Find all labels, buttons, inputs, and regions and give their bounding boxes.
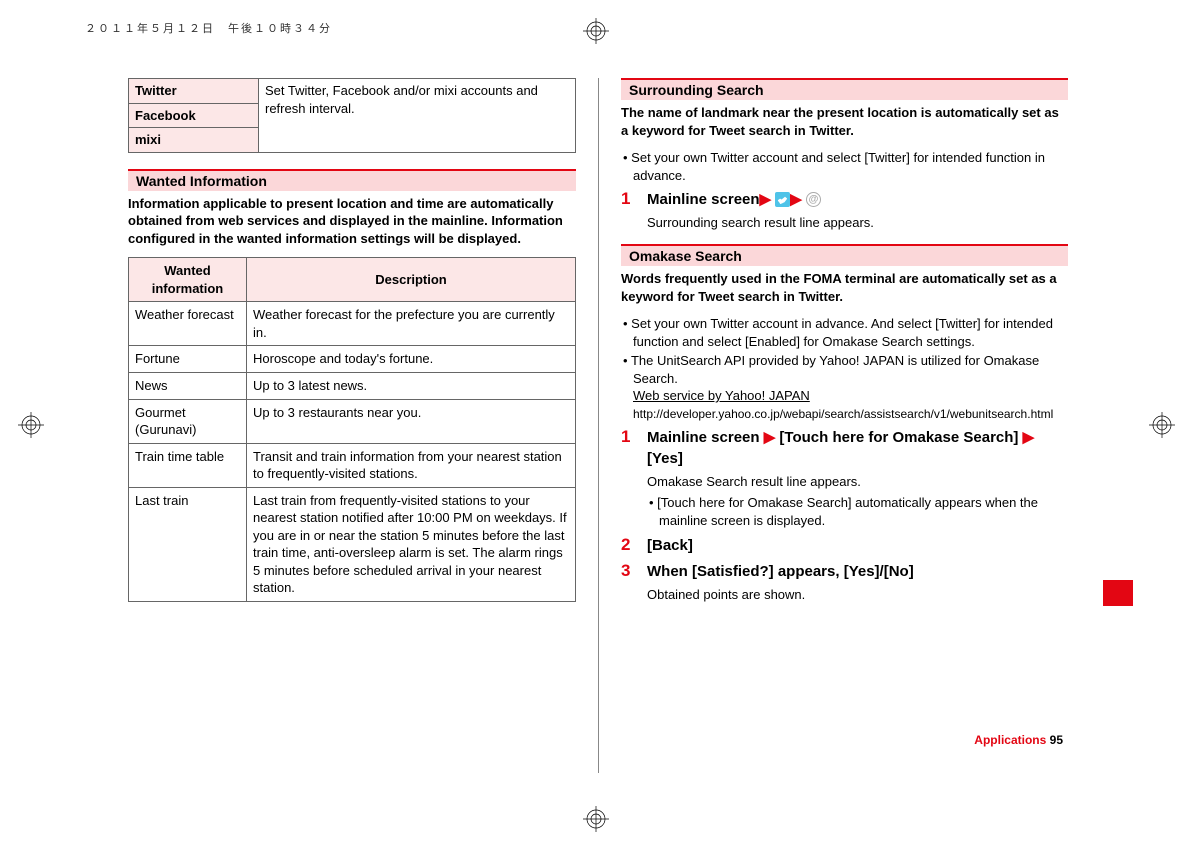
table-cell: Horoscope and today's fortune. xyxy=(247,346,576,373)
registration-mark-icon xyxy=(583,18,609,44)
registration-mark-icon xyxy=(18,412,44,438)
table-cell: Up to 3 restaurants near you. xyxy=(247,399,576,443)
section-title: Wanted Information xyxy=(136,172,267,191)
table-cell: Gourmet (Gurunavi) xyxy=(129,399,247,443)
at-icon: @ xyxy=(806,192,821,207)
step-title-text: Mainline screen xyxy=(647,191,760,208)
step-title: Mainline screen ▶ [Touch here for Omakas… xyxy=(647,428,1068,469)
step-desc: Surrounding search result line appears. xyxy=(647,214,1068,232)
table-cell: News xyxy=(129,373,247,400)
table-header: Description xyxy=(247,258,576,302)
step-title: [Back] xyxy=(647,536,1068,556)
section-title: Surrounding Search xyxy=(629,81,764,100)
footer-section: Applications xyxy=(974,733,1046,747)
wanted-info-table: Wanted information Description Weather f… xyxy=(128,257,576,602)
step-number: 2 xyxy=(621,536,647,555)
header-date: ２０１１年５月１２日 午後１０時３４分 xyxy=(85,22,332,37)
left-column: Twitter Set Twitter, Facebook and/or mix… xyxy=(128,78,598,773)
table-cell: Train time table xyxy=(129,443,247,487)
triangle-icon: ▶ xyxy=(760,191,772,208)
bullet-inner: The UnitSearch API provided by Yahoo! JA… xyxy=(631,353,1039,386)
step-number: 1 xyxy=(621,190,647,209)
right-column: Surrounding Search The name of landmark … xyxy=(598,78,1088,773)
step-title: Mainline screen▶ ▶ @ xyxy=(647,190,1068,210)
triangle-icon: ▶ xyxy=(1023,429,1035,446)
twitter-icon xyxy=(775,192,790,207)
triangle-icon: ▶ xyxy=(764,429,776,446)
bullet-text: The UnitSearch API provided by Yahoo! JA… xyxy=(621,352,1068,422)
step-1: 1 Mainline screen▶ ▶ @ Surrounding searc… xyxy=(621,190,1068,232)
sns-row-label: Facebook xyxy=(129,103,259,128)
step-number: 1 xyxy=(621,428,647,447)
page-content: Twitter Set Twitter, Facebook and/or mix… xyxy=(128,78,1088,773)
section-header-omakase: Omakase Search xyxy=(621,244,1068,266)
table-cell: Weather forecast for the prefecture you … xyxy=(247,302,576,346)
table-cell: Transit and train information from your … xyxy=(247,443,576,487)
sns-row-label: Twitter xyxy=(129,79,259,104)
table-header: Wanted information xyxy=(129,258,247,302)
sns-row-desc: Set Twitter, Facebook and/or mixi accoun… xyxy=(259,79,576,153)
step-number: 3 xyxy=(621,562,647,581)
step-title-text: Mainline screen xyxy=(647,429,764,446)
triangle-icon: ▶ xyxy=(790,191,802,208)
step-title-text: [Touch here for Omakase Search] xyxy=(775,429,1022,446)
sns-settings-table: Twitter Set Twitter, Facebook and/or mix… xyxy=(128,78,576,153)
table-cell: Last train xyxy=(129,487,247,601)
table-cell: Weather forecast xyxy=(129,302,247,346)
step-desc: Omakase Search result line appears. xyxy=(647,473,1068,491)
section-intro: Words frequently used in the FOMA termin… xyxy=(621,270,1068,305)
sns-row-label: mixi xyxy=(129,128,259,153)
section-intro: Information applicable to present locati… xyxy=(128,195,576,248)
section-intro: The name of landmark near the present lo… xyxy=(621,104,1068,139)
section-title: Omakase Search xyxy=(629,247,742,266)
step-2: 2 [Back] xyxy=(621,536,1068,556)
step-3: 3 When [Satisfied?] appears, [Yes]/[No] … xyxy=(621,562,1068,604)
footer-page-number: 95 xyxy=(1050,733,1063,747)
bullet-text: Set your own Twitter account and select … xyxy=(621,149,1068,184)
table-cell: Fortune xyxy=(129,346,247,373)
step-title-text: [Yes] xyxy=(647,450,683,467)
registration-mark-icon xyxy=(1149,412,1175,438)
page-footer: Applications 95 xyxy=(974,732,1063,748)
table-cell: Last train from frequently-visited stati… xyxy=(247,487,576,601)
registration-mark-icon xyxy=(583,806,609,832)
bullet-text: Set your own Twitter account in advance.… xyxy=(621,315,1068,350)
step-1: 1 Mainline screen ▶ [Touch here for Omak… xyxy=(621,428,1068,529)
thumb-tab xyxy=(1103,580,1133,606)
section-header-surrounding: Surrounding Search xyxy=(621,78,1068,100)
link-url: http://developer.yahoo.co.jp/webapi/sear… xyxy=(633,407,1053,421)
link-label: Web service by Yahoo! JAPAN xyxy=(633,388,810,403)
table-cell: Up to 3 latest news. xyxy=(247,373,576,400)
step-sub-bullet: [Touch here for Omakase Search] automati… xyxy=(647,494,1068,529)
step-desc: Obtained points are shown. xyxy=(647,586,1068,604)
section-header-wanted: Wanted Information xyxy=(128,169,576,191)
step-title: When [Satisfied?] appears, [Yes]/[No] xyxy=(647,562,1068,582)
